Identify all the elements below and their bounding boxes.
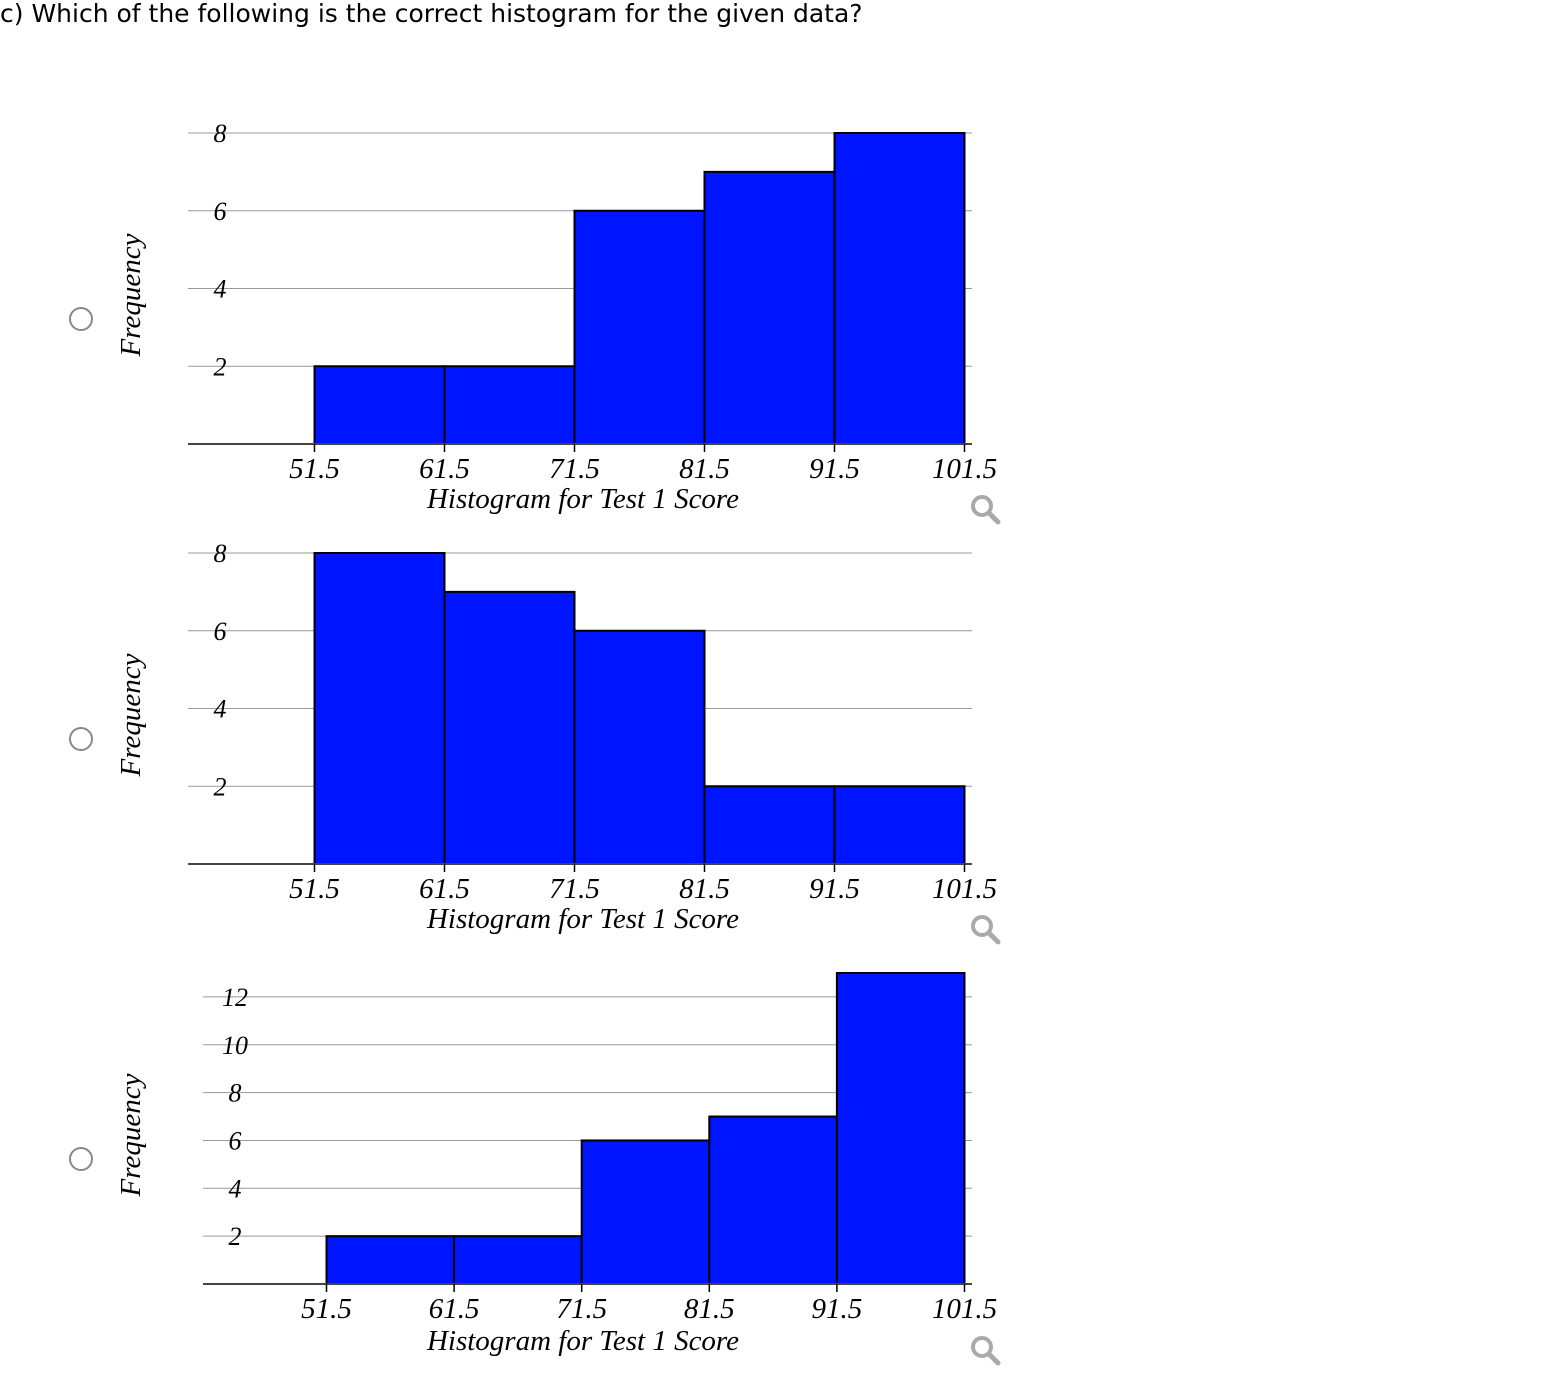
histogram-bar <box>708 1115 838 1285</box>
histogram-bar <box>325 1235 456 1285</box>
y-axis-title: Frequency <box>115 653 147 777</box>
x-tick-label: 51.5 <box>289 453 340 485</box>
histogram-bar <box>835 972 966 1285</box>
histogram-bar <box>703 170 836 445</box>
y-axis-title: Frequency <box>115 1073 147 1197</box>
x-tick-label: 61.5 <box>429 1293 480 1325</box>
x-tick-label: 81.5 <box>679 453 730 485</box>
histogram-bar <box>573 629 706 865</box>
x-tick-label: 81.5 <box>684 1293 735 1325</box>
x-tick-label: 61.5 <box>419 453 470 485</box>
histogram-bar <box>313 552 446 865</box>
histogram-bar <box>443 590 576 865</box>
y-tick-label: 4 <box>214 695 227 724</box>
x-tick-label: 101.5 <box>932 453 997 485</box>
x-tick-label: 61.5 <box>419 873 470 905</box>
zoom-icon[interactable] <box>968 492 1004 528</box>
histogram-bar <box>580 1139 711 1286</box>
radio-button-option-2[interactable] <box>69 727 93 751</box>
histogram-option-1: 2 4 6 8 51.5 61.5 71.5 81.5 91.5 101.5 Histogram f… <box>115 119 997 515</box>
y-tick-label: 8 <box>229 1079 242 1108</box>
y-tick-label: 6 <box>214 197 227 226</box>
y-tick-label: 8 <box>214 539 227 568</box>
histogram-bar <box>443 365 576 445</box>
y-tick-label: 4 <box>214 275 227 304</box>
y-tick-label: 8 <box>214 119 227 148</box>
question-text: c) Which of the following is the correct… <box>0 0 863 28</box>
histogram-option-2: 2 4 6 8 51.5 61.5 71.5 81.5 91.5 101.5 Histogram f… <box>115 539 997 935</box>
y-tick-label: 2 <box>214 352 227 381</box>
x-axis-title: Histogram for Test 1 Score <box>426 483 739 515</box>
x-tick-label: 71.5 <box>549 873 600 905</box>
y-tick-label: 12 <box>222 983 248 1012</box>
x-tick-label: 71.5 <box>556 1293 607 1325</box>
y-tick-label: 10 <box>222 1031 248 1060</box>
x-tick-label: 71.5 <box>549 453 600 485</box>
answer-option-2[interactable]: 2 4 6 8 51.5 61.5 71.5 81.5 91.5 101.5 Histogram f… <box>0 0 1550 945</box>
histogram-option-3: 2 4 6 8 10 12 51.5 61.5 71.5 81.5 91.5 101.5 Histogr… <box>115 972 997 1357</box>
x-tick-label: 101.5 <box>932 873 997 905</box>
x-tick-label: 101.5 <box>932 1293 997 1325</box>
x-tick-label: 91.5 <box>809 873 860 905</box>
radio-button-option-1[interactable] <box>69 307 93 331</box>
x-tick-label: 51.5 <box>289 873 340 905</box>
x-tick-label: 91.5 <box>809 453 860 485</box>
answer-option-1[interactable]: 2 4 6 8 51.5 61.5 71.5 81.5 91.5 101.5 Histogram f… <box>0 0 1550 525</box>
y-tick-label: 2 <box>214 772 227 801</box>
histogram-bar <box>453 1235 583 1285</box>
x-tick-label: 51.5 <box>301 1293 352 1325</box>
histogram-bar <box>833 132 966 445</box>
y-tick-label: 6 <box>214 617 227 646</box>
radio-button-option-3[interactable] <box>69 1147 93 1171</box>
y-tick-label: 4 <box>229 1174 242 1203</box>
y-tick-label: 2 <box>229 1222 242 1251</box>
y-tick-label: 6 <box>229 1126 242 1155</box>
x-axis-title: Histogram for Test 1 Score <box>426 903 739 935</box>
x-axis-title: Histogram for Test 1 Score <box>426 1325 739 1357</box>
y-axis-title: Frequency <box>115 233 147 357</box>
x-tick-label: 91.5 <box>812 1293 863 1325</box>
zoom-icon[interactable] <box>968 912 1004 948</box>
x-tick-label: 81.5 <box>679 873 730 905</box>
histogram-bar <box>573 209 706 445</box>
zoom-icon[interactable] <box>968 1333 1004 1369</box>
